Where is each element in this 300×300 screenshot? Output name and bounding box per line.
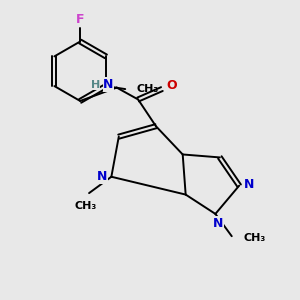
Text: N: N (103, 78, 114, 91)
Text: N: N (97, 170, 107, 183)
Text: O: O (166, 79, 177, 92)
Text: CH₃: CH₃ (243, 233, 265, 243)
Text: H: H (91, 80, 100, 90)
Text: CH₃: CH₃ (136, 84, 159, 94)
Text: CH₃: CH₃ (75, 201, 97, 212)
Text: F: F (76, 13, 84, 26)
Text: N: N (244, 178, 254, 191)
Text: N: N (213, 217, 224, 230)
